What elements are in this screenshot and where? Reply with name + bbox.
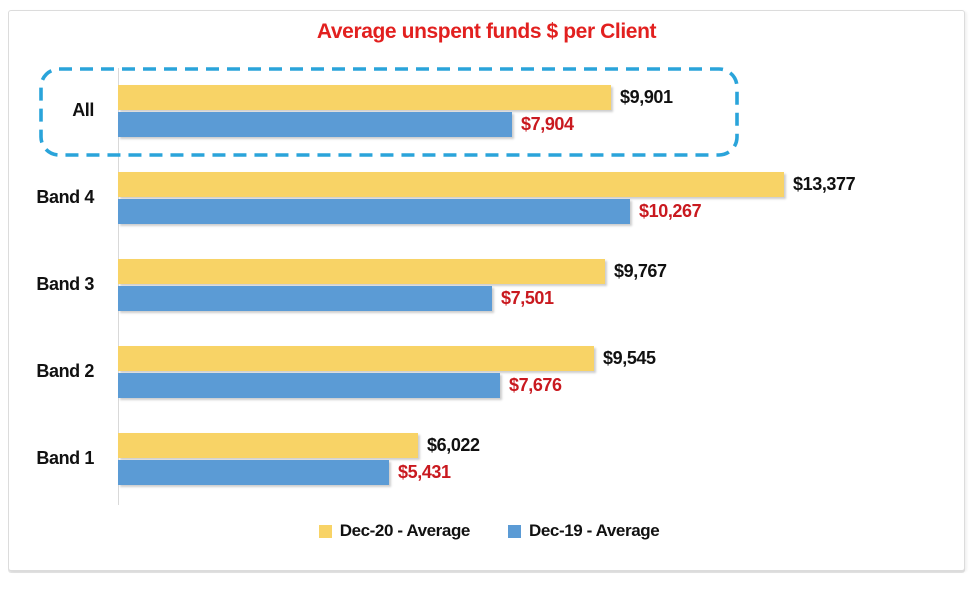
bar-line: $7,501 — [118, 286, 960, 311]
bar-line: $9,767 — [118, 259, 960, 284]
data-bar — [118, 85, 611, 110]
data-bar — [118, 286, 492, 311]
bar-line: $13,377 — [118, 172, 960, 197]
data-bar — [118, 172, 784, 197]
chart-title: Average unspent funds $ per Client — [316, 20, 657, 43]
data-bar — [118, 112, 512, 137]
data-label: $9,767 — [614, 261, 667, 281]
legend-item-dec19: Dec-19 - Average — [508, 521, 660, 541]
chart-row: All $9,901 $7,904 — [72, 85, 960, 137]
data-bar — [118, 433, 418, 458]
legend-label-dec20: Dec-20 - Average — [339, 521, 471, 540]
plot-area: All $9,901 $7,904 Band 4 $13,377 $10,267 Band … — [36, 85, 960, 515]
chart-row: Band 1 $6,022 $5,431 — [36, 433, 960, 485]
bar-line: $5,431 — [118, 460, 960, 485]
legend-item-dec20: Dec-20 - Average — [318, 521, 471, 541]
data-bar — [118, 199, 630, 224]
data-bar — [118, 373, 500, 398]
data-label: $13,377 — [793, 174, 856, 194]
bar-line: $9,901 — [118, 85, 960, 110]
data-label: $10,267 — [639, 201, 702, 221]
data-label: $9,545 — [603, 348, 656, 368]
dec20-swatch-icon — [318, 524, 332, 538]
data-bar — [118, 259, 605, 284]
bar-line: $10,267 — [118, 199, 960, 224]
legend-label-dec19: Dec-19 - Average — [529, 521, 660, 540]
bar-line: $9,545 — [118, 346, 960, 371]
chart-row: Band 2 $9,545 $7,676 — [36, 346, 960, 398]
bar-line: $7,676 — [118, 373, 960, 398]
category-label: Band 1 — [36, 448, 94, 468]
data-label: $9,901 — [620, 87, 673, 107]
data-bar — [118, 460, 389, 485]
data-label: $6,022 — [427, 435, 480, 455]
data-bar — [118, 346, 594, 371]
chart-row: Band 3 $9,767 $7,501 — [36, 259, 960, 311]
chart-legend: Dec-20 - Average Dec-19 - Average — [0, 521, 978, 541]
category-label: Band 2 — [36, 361, 94, 381]
data-label: $7,904 — [521, 114, 574, 134]
category-label: All — [72, 100, 94, 120]
bar-line: $7,904 — [118, 112, 960, 137]
category-label: Band 4 — [36, 187, 94, 207]
dec19-swatch-icon — [508, 524, 521, 538]
category-label: Band 3 — [36, 274, 94, 294]
data-label: $7,501 — [501, 288, 554, 308]
bar-line: $6,022 — [118, 433, 960, 458]
data-label: $7,676 — [509, 375, 562, 395]
chart-row: Band 4 $13,377 $10,267 — [36, 172, 960, 224]
data-label: $5,431 — [398, 462, 451, 482]
